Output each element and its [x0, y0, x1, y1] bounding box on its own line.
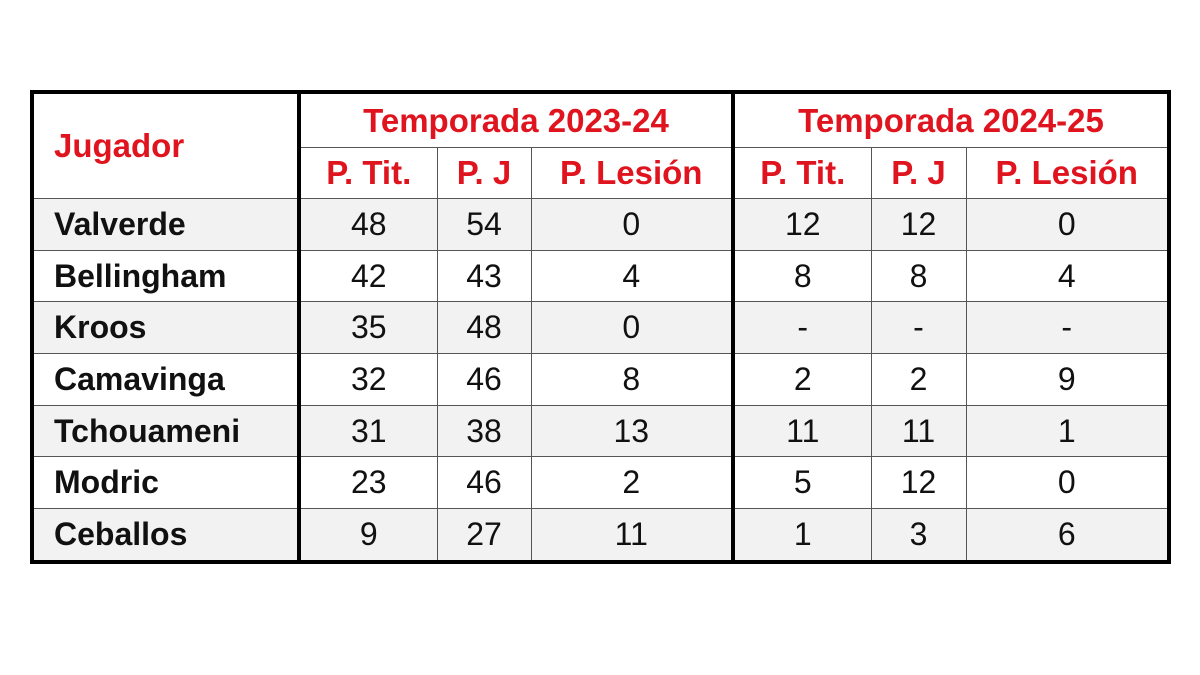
stat-cell: 0 [530, 198, 734, 251]
subheader: P. Tit. [731, 147, 872, 199]
table-row: Camavinga 32 46 8 2 2 9 [31, 353, 1170, 406]
stat-cell: 48 [436, 301, 532, 355]
stat-cell: - [965, 301, 1170, 355]
stat-cell: 38 [436, 404, 532, 458]
stat-cell: 48 [297, 198, 438, 251]
stat-cell: 31 [297, 404, 438, 458]
stat-cell: 2 [731, 353, 872, 406]
stat-cell: 6 [965, 508, 1170, 563]
stat-cell: 12 [870, 456, 967, 510]
stat-cell: 43 [436, 249, 532, 303]
stat-cell: 4 [965, 249, 1170, 303]
stat-cell: 2 [870, 353, 967, 406]
player-name: Modric [31, 456, 300, 510]
table-row: Valverde 48 54 0 12 12 0 [31, 198, 1170, 251]
stat-cell: 13 [530, 404, 734, 458]
stat-cell: 27 [436, 508, 532, 563]
table-row: Kroos 35 48 0- - - [31, 301, 1170, 355]
stat-cell: 0 [965, 456, 1170, 510]
stat-cell: 32 [297, 353, 438, 406]
stat-cell: 0 [530, 301, 734, 355]
player-stats-table: Jugador Temporada 2023-24 Temporada 2024… [30, 90, 1171, 564]
season-header-2023-24: Temporada 2023-24 [297, 91, 734, 148]
stat-cell: 12 [870, 198, 967, 251]
table-row: Modric 23 46 2 5 12 0 [31, 456, 1170, 510]
stat-cell: 8 [731, 249, 872, 303]
stat-cell: 9 [965, 353, 1170, 406]
stat-cell: 5 [731, 456, 872, 510]
stat-cell: 0 [965, 198, 1170, 251]
subheader: P. J [436, 147, 532, 199]
table-row: Tchouameni 31 38 13 11 11 1 [31, 404, 1170, 458]
player-header: Jugador [31, 91, 300, 199]
stat-cell: 9 [297, 508, 438, 563]
table-row: Bellingham 42 43 4 8 8 4 [31, 249, 1170, 303]
stat-cell: 42 [297, 249, 438, 303]
stat-cell: 11 [870, 404, 967, 458]
stat-cell: 23 [297, 456, 438, 510]
stat-cell: 46 [436, 456, 532, 510]
season-header-2024-25: Temporada 2024-25 [731, 91, 1170, 148]
player-name: Camavinga [31, 353, 300, 406]
player-name: Bellingham [31, 249, 300, 303]
stat-cell: 1 [731, 508, 872, 563]
player-name: Valverde [31, 198, 300, 251]
stat-cell: 46 [436, 353, 532, 406]
stat-cell: - [731, 301, 872, 355]
stat-cell: 35 [297, 301, 438, 355]
subheader: P. Lesión [530, 147, 734, 199]
subheader: P. J [870, 147, 967, 199]
stat-cell: 2 [530, 456, 734, 510]
stat-cell: 11 [530, 508, 734, 563]
stat-cell: 8 [870, 249, 967, 303]
stat-cell: 3 [870, 508, 967, 563]
stat-cell: 8 [530, 353, 734, 406]
stat-cell: - [870, 301, 967, 355]
stat-cell: 4 [530, 249, 734, 303]
stat-cell: 54 [436, 198, 532, 251]
table-row: Ceballos 9 27 11 1 3 6 [31, 508, 1170, 563]
subheader: P. Lesión [965, 147, 1170, 199]
stat-cell: 1 [965, 404, 1170, 458]
player-name: Tchouameni [31, 404, 300, 458]
player-name: Kroos [31, 301, 300, 355]
player-name: Ceballos [31, 508, 300, 563]
stat-cell: 11 [731, 404, 872, 458]
subheader: P. Tit. [297, 147, 438, 199]
stat-cell: 12 [731, 198, 872, 251]
